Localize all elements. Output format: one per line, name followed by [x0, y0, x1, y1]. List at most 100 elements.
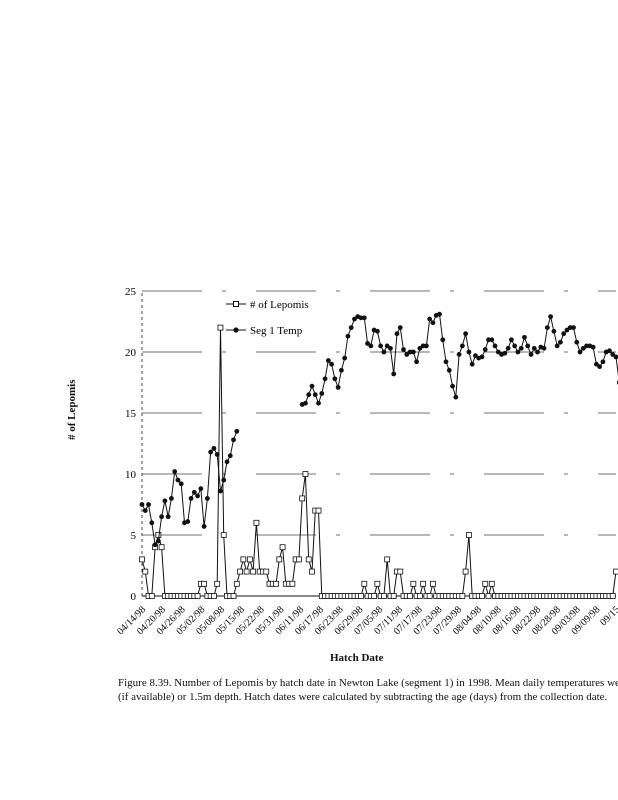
temp-point [397, 325, 403, 330]
temp-point [211, 445, 217, 451]
temp-point [593, 361, 599, 367]
temp-point [427, 316, 433, 322]
temp-point [149, 520, 155, 526]
lepomis-point [263, 568, 270, 575]
temp-point [224, 459, 230, 465]
temp-point [424, 343, 429, 349]
series-line-lepomis [141, 327, 617, 598]
temp-point [469, 361, 475, 367]
temp-point [522, 334, 527, 340]
temp-point [303, 400, 308, 406]
temp-point [561, 331, 567, 337]
temp-point [325, 358, 331, 363]
temp-point [231, 437, 236, 443]
lepomis-point [289, 580, 296, 587]
temp-point [159, 514, 165, 520]
lepomis-point [488, 580, 495, 587]
lepomis-point [462, 568, 469, 575]
lepomis-point [237, 568, 243, 575]
legend-label: # of Lepomis [250, 299, 309, 311]
temp-point [155, 538, 161, 544]
temp-point [201, 524, 207, 529]
lepomis-point [253, 519, 260, 526]
temp-point [446, 367, 452, 373]
temp-point [172, 469, 178, 474]
lepomis-point [416, 593, 423, 599]
temp-point [368, 343, 374, 349]
temp-point [518, 345, 524, 351]
temp-point [394, 331, 400, 337]
lepomis-point [397, 568, 404, 575]
lepomis-point [371, 593, 377, 599]
y-tick-label: 25 [125, 286, 137, 298]
lepomis-point [230, 593, 237, 599]
lepomis-point [194, 593, 201, 599]
temp-point [580, 345, 586, 351]
lepomis-point [305, 556, 312, 563]
lepomis-point [276, 556, 283, 563]
temp-point [221, 477, 227, 483]
temp-point [590, 344, 596, 350]
lepomis-point [246, 556, 253, 563]
temp-point [378, 343, 384, 349]
lepomis-point [384, 556, 391, 563]
temp-point [345, 333, 351, 339]
temp-point [479, 354, 485, 360]
temp-point [339, 367, 344, 373]
temp-point [528, 352, 534, 357]
temp-point [142, 508, 148, 513]
temp-point [571, 325, 576, 330]
temp-point [414, 359, 419, 365]
temp-point [361, 315, 367, 321]
lepomis-point [240, 556, 247, 563]
temp-point [388, 345, 393, 351]
temp-point [309, 383, 315, 389]
x-axis-label: Hatch Date [330, 652, 384, 664]
temp-point [208, 449, 214, 455]
temp-point [218, 488, 223, 494]
temp-point [502, 350, 508, 356]
temp-point [404, 352, 410, 357]
lepomis-point [296, 556, 302, 563]
y-tick-label: 20 [125, 347, 137, 359]
temp-point [466, 349, 472, 355]
lepomis-point [302, 471, 309, 477]
lepomis-point [479, 593, 485, 599]
temp-point [329, 361, 334, 367]
temp-point [505, 345, 511, 351]
legend-label: Seg 1 Temp [250, 325, 303, 337]
temp-point [531, 345, 537, 351]
temp-point [492, 343, 498, 349]
temp-point [515, 349, 521, 355]
lepomis-point [407, 593, 413, 599]
temp-point [384, 343, 390, 349]
temp-point [391, 371, 397, 377]
lepomis-point [250, 568, 257, 575]
temp-point [175, 477, 181, 483]
lepomis-point [279, 544, 286, 551]
temp-point [489, 337, 495, 343]
lepomis-point [243, 568, 250, 575]
lepomis-point [430, 580, 436, 587]
lepomis-point [233, 580, 240, 587]
temp-point [554, 343, 560, 349]
lepomis-point [459, 593, 466, 599]
y-tick-label: 10 [125, 469, 137, 481]
lepomis-point [390, 593, 397, 599]
lepomis-point [309, 568, 315, 575]
temp-point [332, 376, 338, 382]
temp-point [577, 349, 583, 355]
lepomis-point [361, 580, 368, 587]
temp-point [459, 343, 465, 349]
temp-point [495, 349, 501, 355]
lepomis-point [315, 507, 322, 514]
temp-point [430, 320, 436, 326]
lepomis-point [420, 580, 427, 587]
temp-point [453, 394, 459, 400]
lepomis-point [217, 324, 224, 331]
lepomis-point [465, 532, 472, 538]
temp-point [381, 349, 387, 355]
lepomis-point [381, 593, 387, 599]
lepomis-point [299, 495, 306, 502]
